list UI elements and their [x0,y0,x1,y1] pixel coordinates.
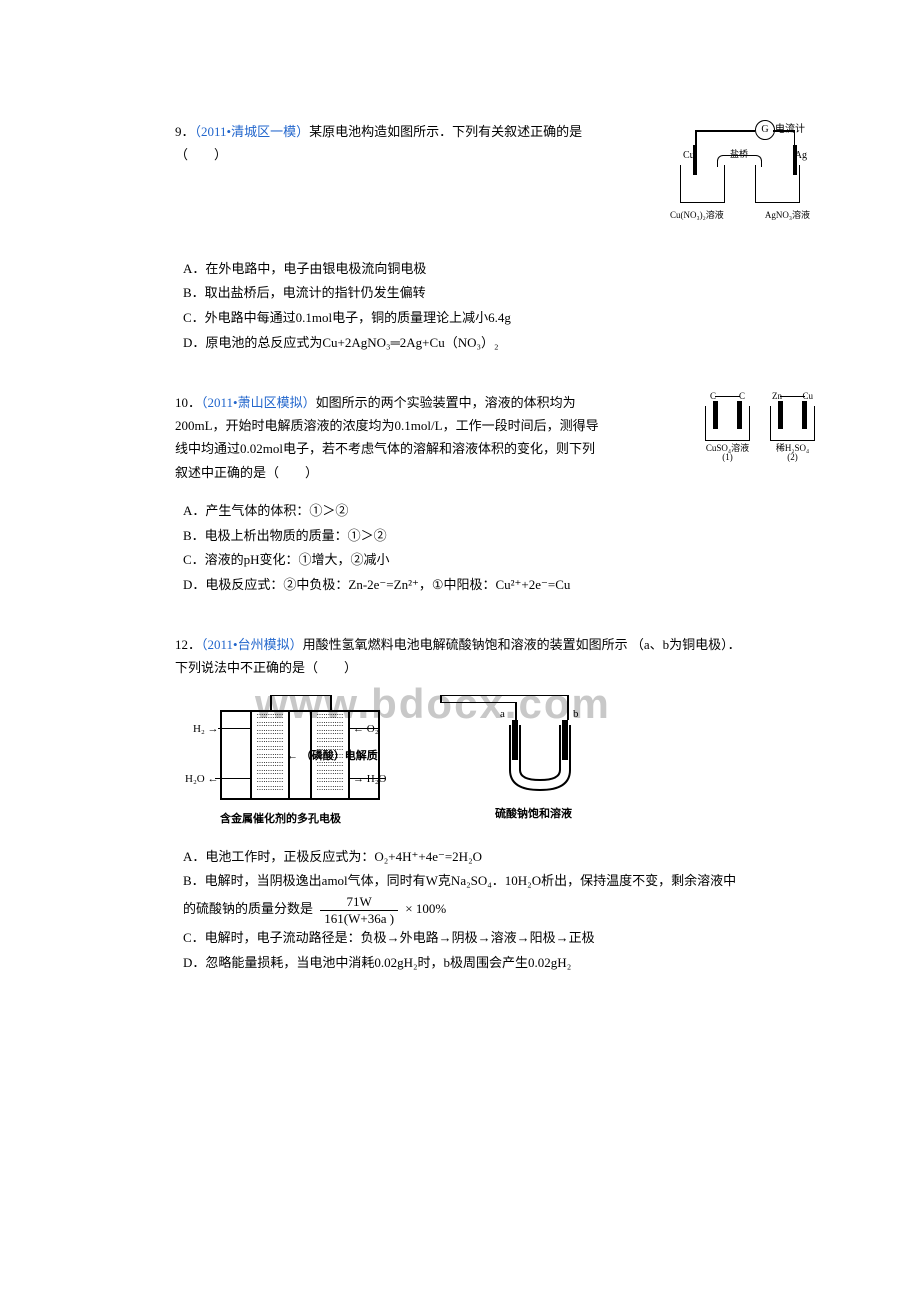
q10-stem: 10．（2011•萧山区模拟）如图所示的两个实验装置中，溶液的体积均为200mL… [175,391,745,485]
q12-option-a: A．电池工作时，正极反应式为：O₂+4H⁺+4e⁻=2H₂O [183,845,745,870]
q9-option-b: B．取出盐桥后，电流计的指针仍发生偏转 [183,281,745,306]
q9-option-d: D．原电池的总反应式为Cu+2AgNO₃═2Ag+Cu（NO₃）₂ [183,331,745,356]
q10-option-b: B．电极上析出物质的质量：①＞② [183,524,745,549]
q10-figures: C C CuSO₄溶液 (1) Zn Cu 稀H₂SO₄ (2) [700,391,820,451]
q10-source-link[interactable]: （2011•萧山区模拟） [201,395,316,410]
sol-left-label: Cu(NO₃)₂溶液 [670,208,724,221]
q10-option-d: D．电极反应式：②中负极：Zn-2e⁻=Zn²⁺，①中阳极：Cu²⁺+2e⁻=C… [183,573,745,598]
q12-option-c: C．电解时，电子流动路径是：负极→外电路→阴极→溶液→阳极→正极 [183,926,745,951]
utube-b-label: b [573,708,579,720]
utube-a-label: a [500,708,505,720]
q12-fraction: 71W 161(W+36a ) [320,894,398,926]
q12-b-after: × 100% [405,901,446,916]
h2-label: H₂ [193,723,205,735]
porous-electrode-label: 含金属催化剂的多孔电极 [220,810,341,826]
q10-fig2: Zn Cu 稀H₂SO₄ (2) [765,391,820,451]
q12-b-before: B．电解时，当阴极逸出amol气体，同时有W克Na₂SO₄．10H₂O析出，保持… [183,873,736,916]
h2o-left-label: H₂O [185,773,205,785]
q10-option-a: A．产生气体的体积：①＞② [183,499,745,524]
q12-frac-den: 161(W+36a ) [320,911,398,927]
question-10: 10．（2011•萧山区模拟）如图所示的两个实验装置中，溶液的体积均为200mL… [175,391,745,598]
electrolyte-label: （磷酸）电解质 [301,750,378,762]
q9-number: 9． [175,124,195,139]
q9-stem: 9．（2011•清城区一模）某原电池构造如图所示．下列有关叙述正确的是 （ ） [175,120,745,167]
question-12: 12．（2011•台州模拟）用酸性氢氧燃料电池电解硫酸钠饱和溶液的装置如图所示 … [175,633,745,976]
q10-option-c: C．溶液的pH变化：①增大，②减小 [183,548,745,573]
q9-option-a: A．在外电路中，电子由银电极流向铜电极 [183,257,745,282]
q9-text-a: 某原电池构造如图所示．下列有关叙述正确的是 [309,124,582,139]
question-9: 9．（2011•清城区一模）某原电池构造如图所示．下列有关叙述正确的是 （ ） … [175,120,745,356]
fig2-num: (2) [765,452,820,462]
q12-figures: :::::::::::: :::::::::::: :::::::::::: :… [185,690,745,830]
q9-source-link[interactable]: （2011•清城区一模） [195,124,310,139]
q12-source-link[interactable]: （2011•台州模拟） [201,637,303,652]
fig1-num: (1) [700,452,755,462]
q9-text-b: （ ） [175,147,227,162]
q10-number: 10． [175,395,201,410]
q12-frac-num: 71W [320,894,398,911]
sol-right-label: AgNO₃溶液 [765,208,810,221]
q9-option-c: C．外电路中每通过0.1mol电子，铜的质量理论上减小6.4g [183,306,745,331]
fuel-cell-diagram: :::::::::::: :::::::::::: :::::::::::: :… [185,695,415,830]
q10-fig1: C C CuSO₄溶液 (1) [700,391,755,451]
q12-option-d: D．忽略能量损耗，当电池中消耗0.02gH₂时，b极周围会产生0.02gH₂ [183,951,745,976]
utube-diagram: a b 硫酸钠饱和溶液 [455,690,625,830]
q12-option-b: B．电解时，当阴极逸出amol气体，同时有W克Na₂SO₄．10H₂O析出，保持… [183,869,745,926]
q12-stem: 12．（2011•台州模拟）用酸性氢氧燃料电池电解硫酸钠饱和溶液的装置如图所示 … [175,633,745,680]
galvanometer-label: 电流计 [775,120,805,135]
galvanometer-icon: G [755,120,775,140]
q12-number: 12． [175,637,201,652]
salt-bridge-label: 盐桥 [730,147,748,160]
utube-sol-label: 硫酸钠饱和溶液 [495,805,572,821]
q9-figure: G 电流计 Cu Ag 盐桥 Cu(NO₃)₂溶液 AgNO₃溶液 [675,120,805,225]
